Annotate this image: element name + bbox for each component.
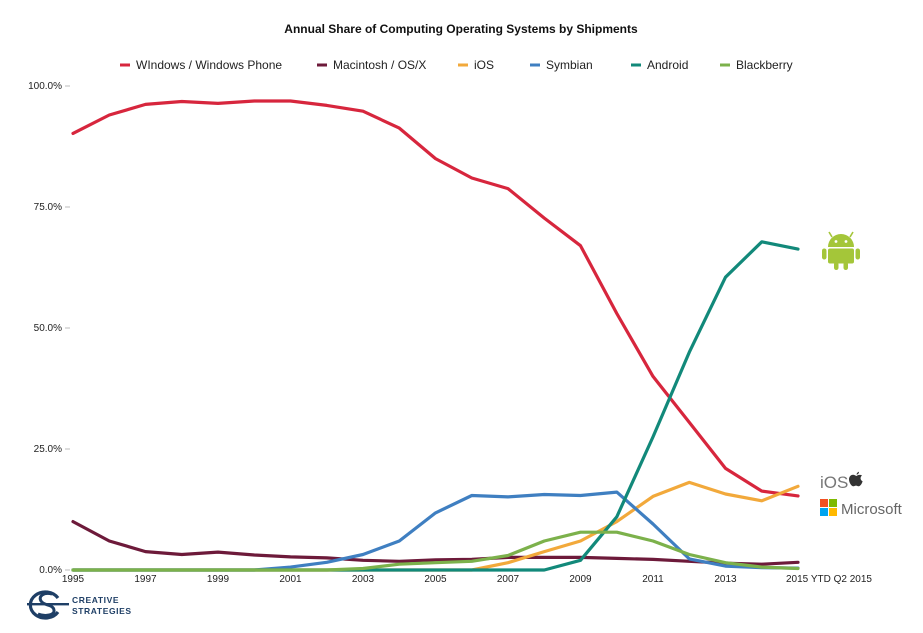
apple-icon: [849, 471, 863, 487]
legend-label: WIndows / Windows Phone: [136, 58, 282, 72]
chart-title: Annual Share of Computing Operating Syst…: [284, 22, 638, 36]
x-tick-label: 2007: [497, 574, 520, 585]
microsoft-logo-icon: [820, 499, 837, 516]
y-tick-label: 25.0%: [34, 444, 62, 455]
legend-label: Symbian: [546, 58, 593, 72]
logo-line1: CREATIVE: [72, 595, 119, 605]
series-line-blackberry: [71, 530, 800, 572]
android-robot-icon: [822, 231, 860, 270]
series-line-windows-windows-phone: [71, 99, 800, 498]
series-line-android: [71, 240, 800, 572]
legend-label: Macintosh / OS/X: [333, 58, 426, 72]
microsoft-logo-text: Microsoft: [841, 501, 903, 518]
legend: WIndows / Windows Phone Macintosh / OS/X i…: [120, 58, 793, 72]
x-tick-label: 2009: [569, 574, 592, 585]
x-tick-label: 1997: [134, 574, 157, 585]
x-tick-label: 2013: [714, 574, 737, 585]
y-tick-label: 75.0%: [34, 202, 62, 213]
x-tick-label: 2001: [279, 574, 302, 585]
x-tick-label: 1995: [62, 574, 85, 585]
x-tick-label: 2003: [352, 574, 375, 585]
legend-label: Blackberry: [736, 58, 793, 72]
x-tick-label: 2015 YTD Q2 2015: [786, 574, 872, 585]
logo-line2: STRATEGIES: [72, 606, 132, 616]
series-group: [71, 99, 800, 572]
x-tick-label: 1999: [207, 574, 230, 585]
x-axis: 1995 1997 1999 2001 2003 2005 2007 2009 2011 2013…: [62, 574, 873, 585]
creative-strategies-logo: CREATIVE STRATEGIES: [27, 590, 132, 620]
cs-monogram-icon: [27, 590, 69, 620]
legend-label: Android: [647, 58, 688, 72]
legend-label: iOS: [474, 58, 494, 72]
y-tick-label: 0.0%: [39, 565, 62, 576]
y-tick-label: 100.0%: [28, 81, 62, 92]
y-axis: 0.0% 25.0% 50.0% 75.0% 100.0%: [28, 81, 70, 576]
ios-logo-text: iOS: [820, 473, 848, 492]
x-tick-label: 2005: [424, 574, 447, 585]
series-line-macintosh-os-x: [71, 520, 800, 566]
y-tick-label: 50.0%: [34, 323, 62, 334]
x-tick-label: 2011: [642, 574, 664, 585]
